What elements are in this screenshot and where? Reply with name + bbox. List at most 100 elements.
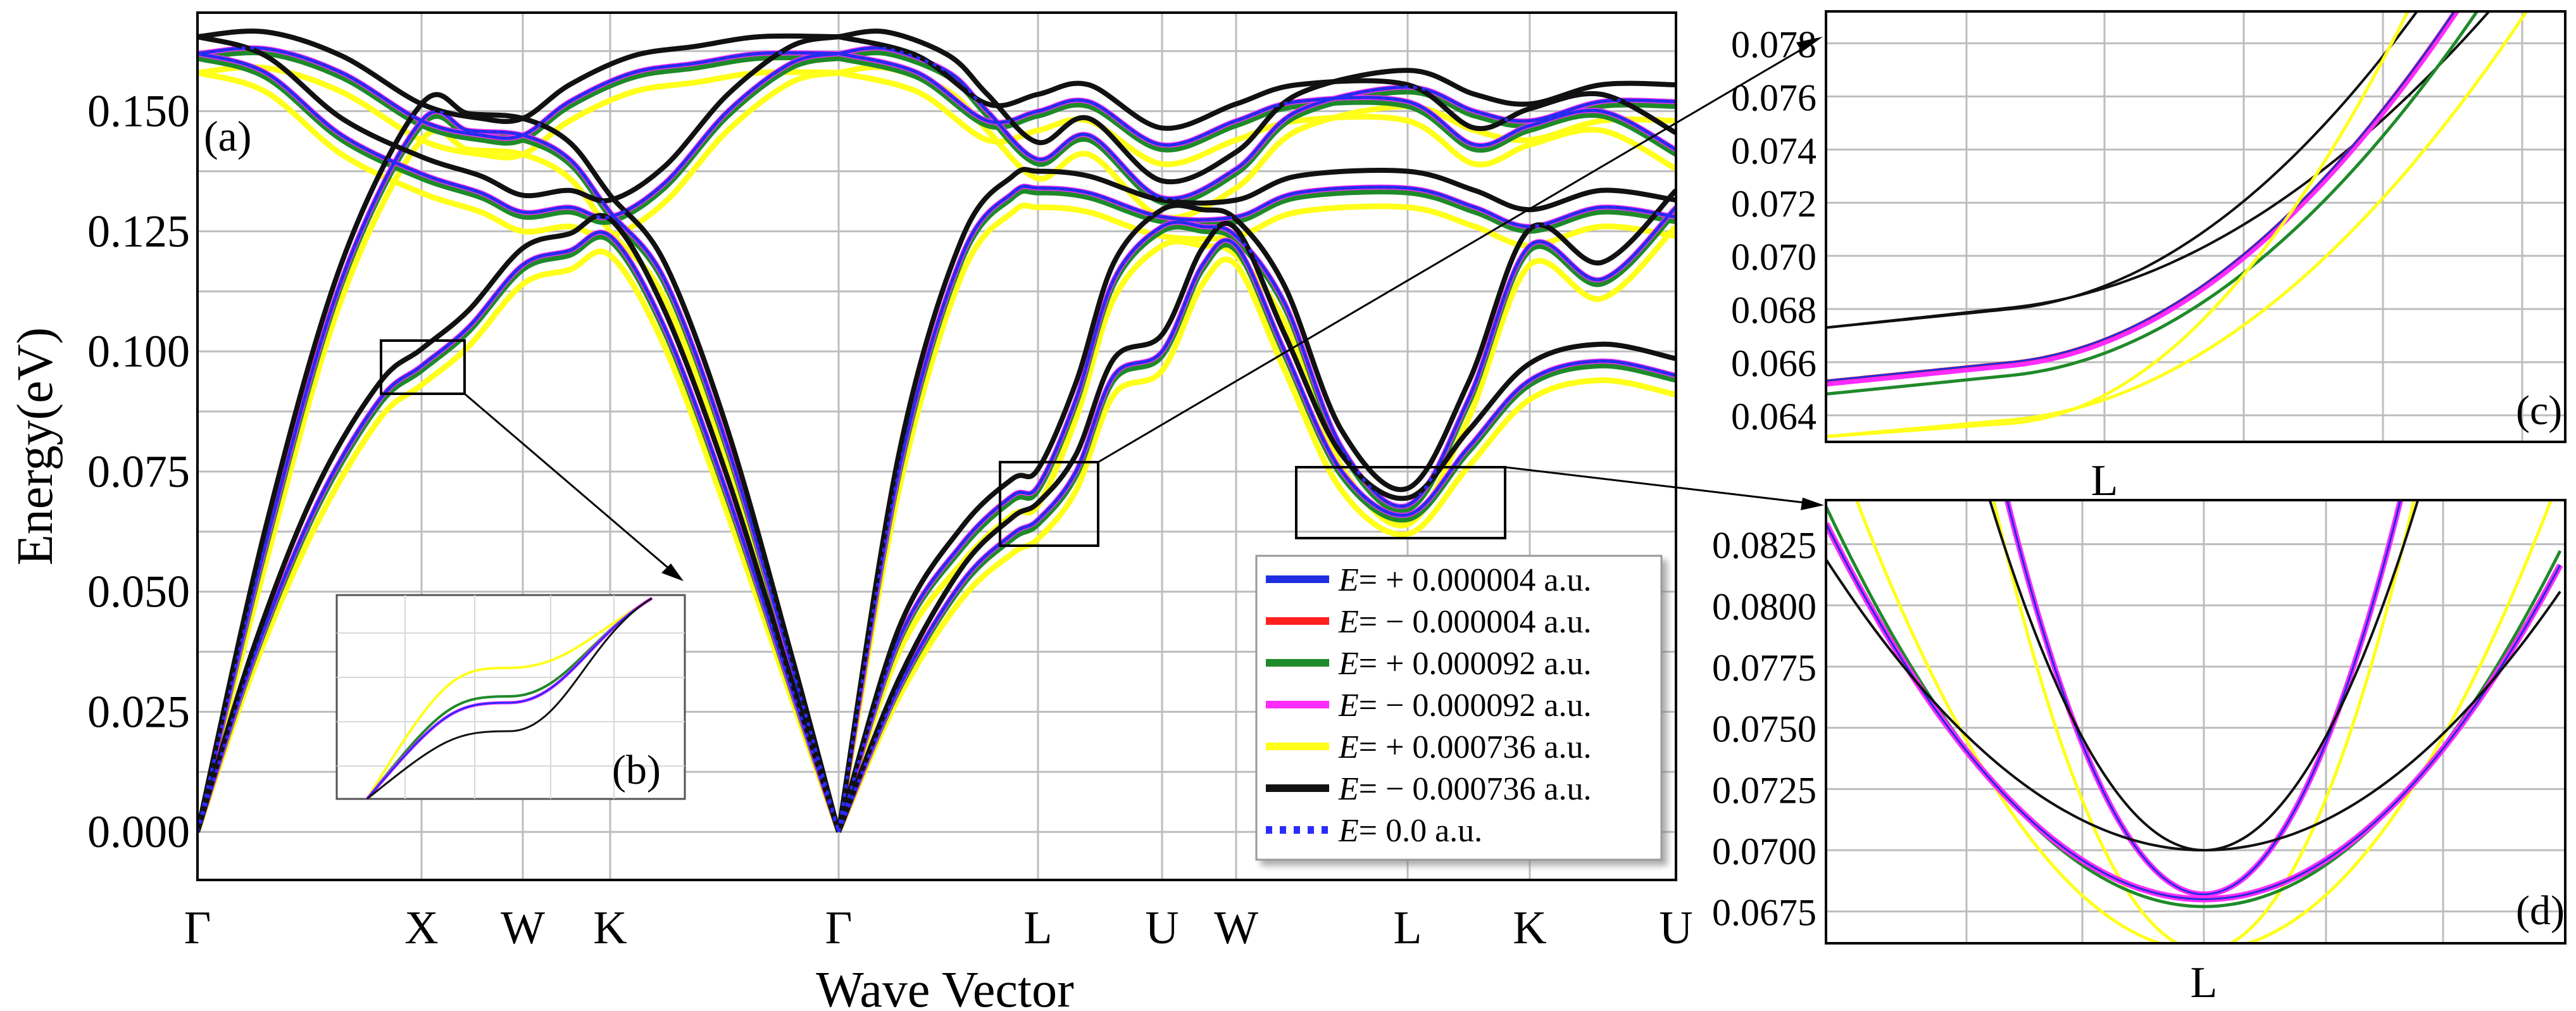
panel-d-blue-narrow xyxy=(2006,500,2402,896)
arrow-to-b xyxy=(464,392,675,574)
legend-label-1: E= − 0.000004 a.u. xyxy=(1338,604,1592,640)
panel-c-y-tick-labels: 0.064 0.066 0.068 0.070 0.072 0.074 0.076 0.078 xyxy=(1731,23,1816,437)
legend-label-5: E= − 0.000736 a.u. xyxy=(1338,771,1592,807)
series-yellow-branch-0 xyxy=(197,248,842,833)
panel-c-frame xyxy=(1825,10,2567,443)
panel-d-y-tick: 0.0675 xyxy=(1712,892,1816,934)
x-tick-label: K xyxy=(593,902,627,954)
series-black-branch-5 xyxy=(836,188,1676,833)
series-black-branch-0 xyxy=(197,213,841,833)
x-tick-label: Γ xyxy=(184,902,211,954)
series-black-branch-8 xyxy=(838,34,1676,135)
panel-c-green xyxy=(1826,11,2479,396)
inset-b-curve-4 xyxy=(366,597,653,800)
panel-d-grid xyxy=(1826,500,2565,943)
x-tick-label: W xyxy=(501,902,545,954)
series-dotted-branch-6 xyxy=(837,184,1676,832)
x-tick-label: W xyxy=(1214,902,1258,954)
panel-d-black-wide xyxy=(1826,558,2561,852)
x-tick-label: K xyxy=(1513,902,1546,954)
panel-d-y-tick: 0.0825 xyxy=(1712,525,1816,567)
panel-d-y-tick-labels: 0.0675 0.0700 0.0725 0.0750 0.0775 0.0800 0.08… xyxy=(1712,525,1816,934)
panel-c: 0.064 0.066 0.068 0.070 0.072 0.074 0.076 0.078… xyxy=(1731,10,2567,505)
series-blue-branch-8 xyxy=(838,52,1676,151)
series-black-branch-2 xyxy=(197,28,839,124)
x-tick-label: X xyxy=(404,902,438,954)
zoom-arrows xyxy=(464,37,1824,581)
panel-d-blue xyxy=(1826,523,2561,900)
y-tick-label: 0.100 xyxy=(87,326,190,377)
panel-d-y-tick: 0.0725 xyxy=(1712,769,1816,811)
inset-b-tag: (b) xyxy=(612,747,661,793)
panel-d-frame xyxy=(1825,499,2567,945)
series-yellow-branch-8 xyxy=(837,70,1676,172)
series-blue-branch-0 xyxy=(197,230,841,832)
panel-c-grid xyxy=(1826,11,2565,442)
series-yellow-branch-2 xyxy=(197,64,839,161)
panel-c-y-tick: 0.072 xyxy=(1731,183,1816,225)
panel-c-y-tick: 0.064 xyxy=(1731,396,1816,437)
arrow-head-d xyxy=(1801,498,1824,510)
series-yellow-branch-3 xyxy=(197,70,839,240)
panel-c-red xyxy=(1826,11,2456,382)
panel-c-curves xyxy=(1826,11,2529,439)
panel-c-y-tick: 0.078 xyxy=(1731,23,1816,65)
y-tick-label: 0.075 xyxy=(87,446,190,497)
panel-d: 0.0675 0.0700 0.0725 0.0750 0.0775 0.0800 0.08… xyxy=(1712,499,2567,1007)
y-tick-label: 0.050 xyxy=(87,567,190,617)
x-tick-label: Γ xyxy=(825,902,853,954)
legend-label-4: E= + 0.000736 a.u. xyxy=(1338,729,1592,765)
y-tick-label: 0.025 xyxy=(87,686,190,737)
panel-a-curves xyxy=(197,28,1676,833)
series-dotted-branch-5 xyxy=(837,206,1676,832)
inset-b: (b) xyxy=(335,594,686,800)
series-yellow-branch-1 xyxy=(197,127,842,833)
panel-c-magenta xyxy=(1826,11,2460,387)
panel-c-y-tick: 0.076 xyxy=(1731,77,1816,118)
arrow-to-d xyxy=(1504,466,1811,505)
legend-label-6: E= 0.0 a.u. xyxy=(1338,813,1482,849)
inset-b-curve-0 xyxy=(366,597,653,800)
series-dotted-branch-3 xyxy=(197,52,839,220)
panel-d-y-tick: 0.0750 xyxy=(1712,708,1816,750)
panel-d-y-tick: 0.0700 xyxy=(1712,831,1816,872)
inset-b-curves xyxy=(366,596,653,800)
y-axis-title: Energy(eV) xyxy=(8,327,63,565)
panel-c-tag: (c) xyxy=(2516,387,2562,434)
y-tick-label: 0.000 xyxy=(87,807,190,857)
series-yellow-branch-6 xyxy=(835,203,1676,832)
series-green-branch-8 xyxy=(838,56,1676,157)
x-tick-label: U xyxy=(1145,902,1179,954)
arrow-head-c xyxy=(1796,37,1823,52)
zoom-box-c xyxy=(999,461,1099,547)
y-tick-label: 0.125 xyxy=(87,206,190,256)
panel-a-frame xyxy=(196,11,1677,881)
panel-c-yellow-2 xyxy=(1826,11,2410,439)
panel-d-yellow-narrow xyxy=(1992,500,2416,943)
panel-c-y-tick: 0.066 xyxy=(1731,342,1816,384)
panel-c-blue xyxy=(1826,11,2456,382)
panel-c-y-tick: 0.068 xyxy=(1731,289,1816,331)
panel-c-x-label: L xyxy=(2091,456,2118,505)
x-axis-title: Wave Vector xyxy=(816,962,1073,1011)
panel-d-tag: (d) xyxy=(2516,888,2565,934)
x-tick-label: U xyxy=(1659,902,1692,954)
panel-d-magenta-narrow xyxy=(2004,500,2404,898)
x-tick-label: L xyxy=(1023,902,1052,954)
series-black-branch-1 xyxy=(197,92,841,833)
series-dotted-branch-1 xyxy=(197,110,841,832)
panel-d-black-narrow xyxy=(1988,500,2420,852)
arrow-to-c xyxy=(1097,43,1811,463)
y-tick-label: 0.150 xyxy=(87,86,190,137)
legend: E= + 0.000004 a.u. E= − 0.000004 a.u. E= +… xyxy=(1255,555,1663,861)
x-tick-label: L xyxy=(1393,902,1422,954)
inset-b-curve-3 xyxy=(366,597,653,800)
panel-c-black-2 xyxy=(1826,11,2419,329)
legend-label-3: E= − 0.000092 a.u. xyxy=(1338,688,1592,724)
panel-c-y-tick: 0.074 xyxy=(1731,130,1816,172)
series-green-branch-2 xyxy=(197,50,839,146)
zoom-box-d xyxy=(1295,466,1506,539)
